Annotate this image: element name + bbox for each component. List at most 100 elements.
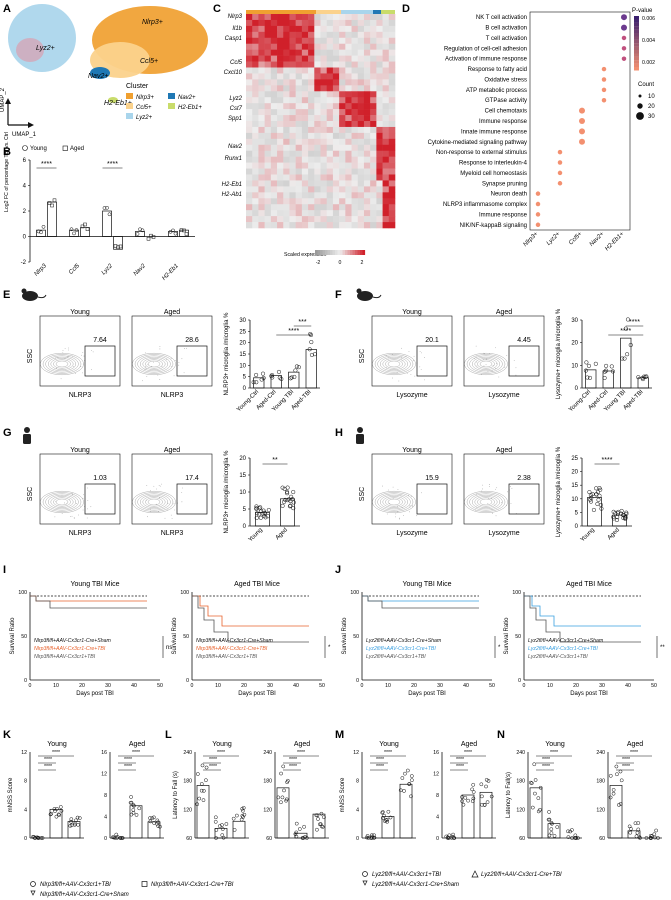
flow-frame [371,453,453,525]
bar-point [622,356,627,361]
heatmap-cell [258,109,265,116]
heatmap-cell [363,174,371,181]
heatmap-cell [363,97,371,104]
surv-ytick: 50 [515,634,521,640]
flow-contour [40,353,84,375]
heatmap-cell [314,79,321,86]
flow-dot [62,352,64,354]
heatmap-cell [326,103,334,110]
heatmap-cell [264,85,272,92]
heatmap-cell [258,103,265,110]
heatmap-cell [289,150,296,157]
group-point [69,823,74,828]
heatmap-cell [258,79,265,86]
heatmap-cell [314,126,321,134]
surv-line-cre [362,595,479,602]
flow-contour [45,493,79,511]
group-point [54,814,59,819]
bar-point [610,369,615,374]
group-sig-label: **** [550,750,558,756]
heatmap-cell [388,216,396,223]
heatmap-cell [289,162,296,169]
group-point [148,819,153,824]
heatmap-cluster-bar [246,10,316,14]
group-point [294,834,299,839]
bar-ytick-label: 5 [243,507,247,513]
b-legend-aged: Aged [70,146,84,152]
flow-title: Young [70,447,90,454]
d-dot [535,201,541,207]
heatmap-cell [320,19,328,27]
heatmap-cell [308,37,315,45]
d-term-label: Regulation of cell-cell adhesion [444,46,527,52]
flow-dot [68,347,69,349]
group-point [315,827,319,832]
heatmap-cell [351,222,359,229]
group-point [220,827,225,831]
flow-contour [469,355,503,373]
flow-dot [484,353,486,355]
heatmap-cell [351,73,359,80]
flow-dot [397,488,399,490]
heatmap-cell [382,168,390,175]
b-point [102,206,107,210]
heatmap-cell [326,138,334,146]
bar-sig-label: **** [288,328,299,335]
heatmap-cell [363,85,371,92]
group-point [446,836,451,840]
heatmap-cell [388,91,396,98]
d-cluster-label: Lyz2+ [546,231,562,247]
flow-gate-value: 7.64 [93,337,107,344]
heatmap-cell [326,180,334,187]
heatmap-cell [382,156,390,163]
heatmap-cell [258,174,265,181]
heatmap-cell [345,174,352,181]
bar-point [636,375,641,380]
heatmap-gene-label: Lyz2 [229,96,242,102]
flow-dot [71,494,73,495]
flow-dot [396,372,398,374]
heatmap-cell [357,43,365,50]
heatmap-cell [326,79,334,86]
heatmap-cell [246,204,253,211]
flow-dot [82,372,83,374]
bar-ytick-label: 20 [571,470,578,476]
flow-dot [150,490,151,492]
heatmap-cell [357,49,365,56]
heatmap-cell [270,103,278,110]
heatmap-cell [339,85,346,92]
group-point [280,795,285,800]
flow-gate-value: 4.45 [517,337,531,344]
b-point [41,224,46,229]
flow-dot [170,514,172,516]
heatmap-cell [320,115,328,122]
heatmap-cell [339,132,346,140]
bar-point [279,376,284,382]
heatmap-cell [270,144,278,152]
heatmap-cell [351,19,359,27]
group-point [471,782,476,787]
surv-ytick: 50 [183,634,189,640]
b-point [184,232,189,236]
d-term-label: Oxidative stress [484,77,527,83]
group-point [75,815,80,820]
group-point [566,835,571,839]
heatmap-cell [289,222,296,229]
heatmap-cell [320,91,328,98]
flow-frame [463,315,545,387]
bar-sig-label: *** [298,319,306,326]
m-legend-item-1: Lyz2fl/fl+AAV-Cx3cr1+TBI [372,872,441,878]
heatmap-cell [370,210,377,217]
group-point [489,794,494,799]
heatmap-cell [339,222,346,229]
heatmap-cell [320,162,328,169]
human-icon [356,427,364,444]
heatmap-cell [295,168,303,175]
heatmap-cell [332,67,340,74]
flow-xlabel: Lysozyme [396,392,427,399]
heatmap-cell [270,204,278,211]
group-bar [312,813,326,839]
group-point [383,819,387,824]
